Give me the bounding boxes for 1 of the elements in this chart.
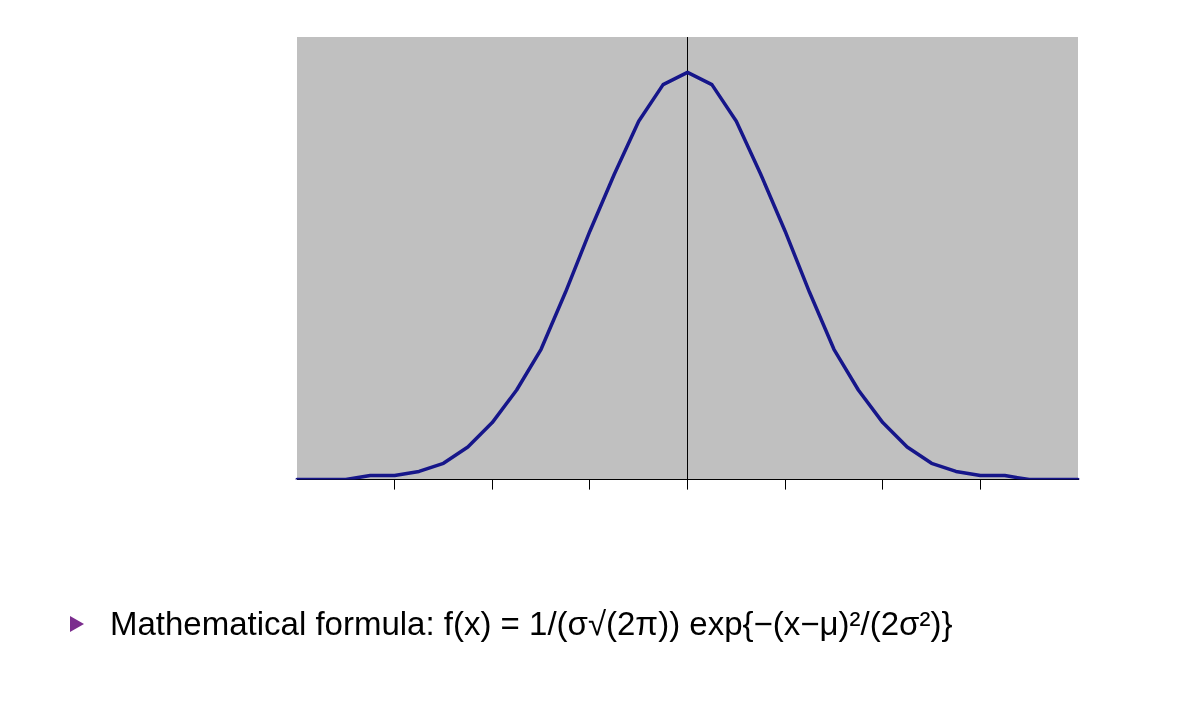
text: Mathematical formula: f(x) = 1/(σ√(2π)) exp{−(x−μ)²/(2σ²)} (110, 605, 953, 643)
